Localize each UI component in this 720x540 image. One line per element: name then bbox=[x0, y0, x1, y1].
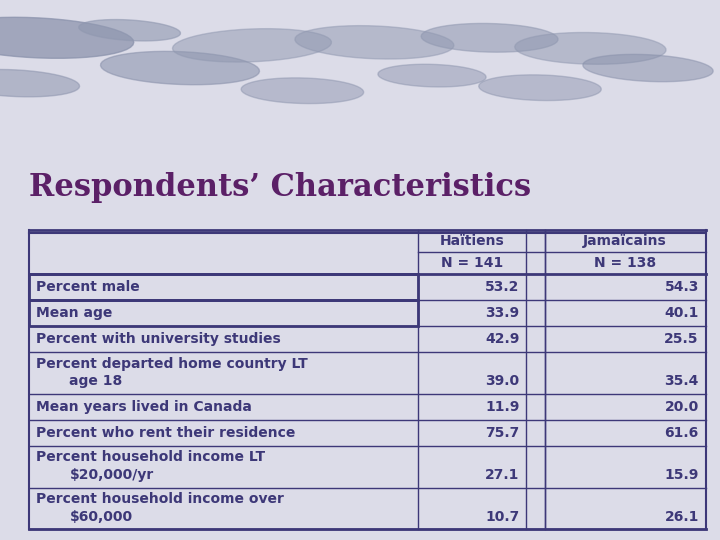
Polygon shape bbox=[0, 17, 134, 58]
Text: 26.1: 26.1 bbox=[665, 510, 699, 524]
Text: 20.0: 20.0 bbox=[665, 400, 699, 414]
Polygon shape bbox=[421, 23, 558, 52]
Text: Percent household income LT: Percent household income LT bbox=[35, 450, 265, 464]
Text: N = 138: N = 138 bbox=[594, 256, 656, 269]
Text: 39.0: 39.0 bbox=[485, 374, 520, 388]
Polygon shape bbox=[173, 29, 331, 62]
Text: 25.5: 25.5 bbox=[665, 332, 699, 346]
Text: 40.1: 40.1 bbox=[665, 306, 699, 320]
Text: 54.3: 54.3 bbox=[665, 280, 699, 294]
Text: Percent male: Percent male bbox=[35, 280, 139, 294]
Text: $60,000: $60,000 bbox=[69, 510, 132, 524]
Text: age 18: age 18 bbox=[69, 374, 122, 388]
Text: Percent departed home country LT: Percent departed home country LT bbox=[35, 356, 307, 370]
Polygon shape bbox=[101, 51, 259, 85]
Text: 42.9: 42.9 bbox=[485, 332, 520, 346]
Text: 33.9: 33.9 bbox=[485, 306, 520, 320]
Text: Percent with university studies: Percent with university studies bbox=[35, 332, 280, 346]
Polygon shape bbox=[295, 25, 454, 59]
Text: Percent household income over: Percent household income over bbox=[35, 492, 284, 506]
Text: 61.6: 61.6 bbox=[665, 426, 699, 440]
Text: 27.1: 27.1 bbox=[485, 468, 520, 482]
Bar bbox=[29, 274, 418, 300]
Polygon shape bbox=[378, 64, 486, 87]
Text: 11.9: 11.9 bbox=[485, 400, 520, 414]
Polygon shape bbox=[515, 32, 666, 64]
Text: Respondents’ Characteristics: Respondents’ Characteristics bbox=[29, 172, 531, 202]
Text: Haïtiens: Haïtiens bbox=[440, 234, 505, 247]
Polygon shape bbox=[0, 70, 80, 97]
Polygon shape bbox=[241, 78, 364, 104]
Polygon shape bbox=[583, 55, 714, 82]
Text: Mean years lived in Canada: Mean years lived in Canada bbox=[35, 400, 251, 414]
Text: Jamaïcains: Jamaïcains bbox=[583, 234, 667, 247]
Text: 75.7: 75.7 bbox=[485, 426, 520, 440]
Text: $20,000/yr: $20,000/yr bbox=[69, 468, 153, 482]
Text: 53.2: 53.2 bbox=[485, 280, 520, 294]
Text: Mean age: Mean age bbox=[35, 306, 112, 320]
Text: N = 141: N = 141 bbox=[441, 256, 503, 269]
Bar bbox=[29, 300, 418, 326]
Text: 15.9: 15.9 bbox=[665, 468, 699, 482]
Polygon shape bbox=[78, 19, 181, 41]
Polygon shape bbox=[479, 75, 601, 100]
Text: 35.4: 35.4 bbox=[665, 374, 699, 388]
Text: 10.7: 10.7 bbox=[485, 510, 520, 524]
Text: Percent who rent their residence: Percent who rent their residence bbox=[35, 426, 295, 440]
